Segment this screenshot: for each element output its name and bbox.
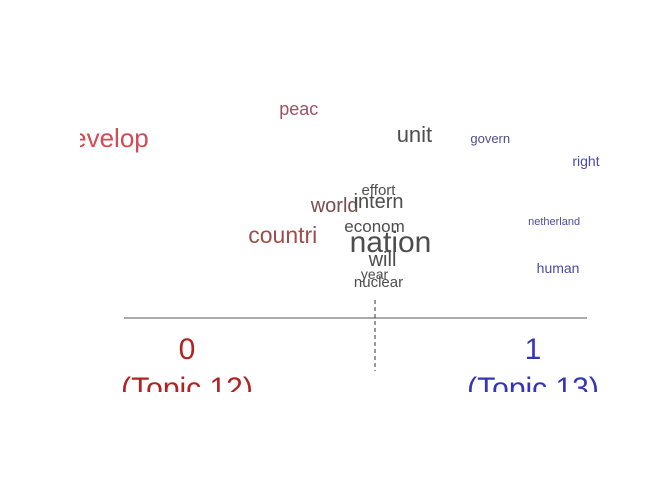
word-label-year: year — [361, 266, 389, 282]
right-axis-value: 1 — [525, 333, 542, 366]
word-label-countri: countri — [248, 222, 317, 248]
right-axis-topic-label: (Topic 13) — [467, 372, 599, 405]
word-label-develop: develop — [58, 123, 149, 153]
word-label-intern: intern — [354, 191, 404, 213]
word-label-econom: econom — [344, 217, 404, 236]
word-label-govern: govern — [470, 131, 510, 146]
word-label-effort: effort — [362, 182, 397, 199]
word-label-right: right — [572, 153, 599, 169]
word-cloud: develop peac unit govern right effortworldint… — [58, 99, 600, 291]
left-axis-topic-label: (Topic 12) — [121, 372, 253, 405]
left-axis-value: 0 — [179, 333, 196, 366]
word-label-peac: peac — [279, 99, 318, 119]
word-label-human: human — [537, 260, 580, 276]
word-label-unit: unit — [397, 122, 432, 147]
word-label-netherland: netherland — [528, 216, 580, 228]
word-label-will: will — [368, 249, 397, 271]
word-label-world: world — [310, 195, 359, 217]
word-label-nation: nation — [350, 226, 432, 259]
word-label-nuclear: nuclear — [354, 274, 403, 291]
